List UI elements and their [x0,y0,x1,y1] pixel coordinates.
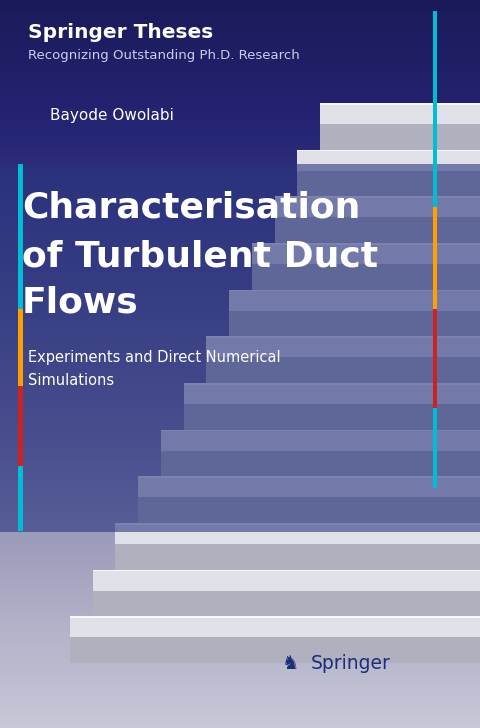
Bar [206,357,480,383]
Bar [229,311,480,336]
Bar [184,404,480,430]
Bar [184,383,480,384]
Bar [0,164,480,532]
Bar [320,124,480,150]
Bar [18,386,23,466]
Bar [206,336,480,338]
Bar [275,218,480,243]
Bar [297,150,480,170]
Text: Flows: Flows [22,285,139,319]
Bar [138,476,480,478]
Bar [161,430,480,451]
Bar [252,243,480,264]
Bar [18,309,23,386]
Text: Experiments and Direct Numerical
Simulations: Experiments and Direct Numerical Simulat… [28,350,281,388]
Bar [138,476,480,497]
Bar [116,544,480,570]
Bar [161,430,480,431]
Bar [252,264,480,290]
Text: Springer Theses: Springer Theses [28,23,213,42]
Bar [18,466,23,531]
Text: Bayode Owolabi: Bayode Owolabi [50,108,174,122]
Bar [116,523,480,544]
Text: of Turbulent Duct: of Turbulent Duct [22,240,378,274]
Bar [93,590,480,617]
Bar [93,570,480,571]
Bar [297,150,480,151]
Bar [320,103,480,105]
Bar [184,383,480,404]
Bar [297,170,480,197]
Bar [275,197,480,198]
Text: Springer: Springer [311,654,390,673]
Bar [320,103,480,124]
Bar [161,451,480,476]
Bar [138,497,480,523]
Bar [433,408,437,488]
Text: ♞: ♞ [282,654,299,673]
Bar [433,207,437,309]
Bar [116,523,480,524]
Bar [433,11,437,207]
Bar [206,336,480,357]
Bar [275,197,480,218]
Bar [70,637,480,663]
Bar [433,309,437,408]
Bar [252,243,480,245]
Bar [70,617,480,637]
Bar [229,290,480,291]
Bar [93,570,480,590]
Bar [70,617,480,618]
Bar [18,164,23,309]
Bar [229,290,480,311]
Text: Characterisation: Characterisation [22,191,360,224]
Text: Recognizing Outstanding Ph.D. Research: Recognizing Outstanding Ph.D. Research [28,50,300,63]
